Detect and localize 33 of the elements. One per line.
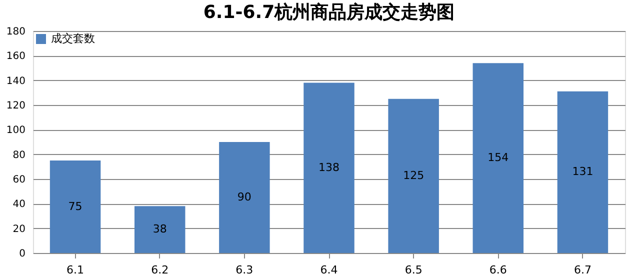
x-tick-label: 6.2 (151, 264, 169, 276)
data-label: 75 (68, 200, 82, 213)
data-label: 131 (572, 165, 594, 178)
chart-title: 6.1-6.7杭州商品房成交走势图 (203, 2, 455, 23)
x-tick-label: 6.7 (574, 264, 592, 276)
y-tick-label: 40 (12, 199, 26, 210)
x-tick-label: 6.6 (489, 264, 507, 276)
bar (50, 160, 101, 253)
y-tick-label: 80 (12, 150, 26, 161)
bar (304, 82, 354, 253)
data-label: 125 (403, 168, 424, 182)
y-tick-label: 100 (6, 125, 26, 136)
y-tick-label: 20 (12, 224, 26, 235)
x-tick-label: 6.5 (404, 264, 422, 276)
legend-label: 成交套数 (51, 32, 95, 45)
y-tick-label: 120 (6, 100, 26, 112)
data-label: 90 (237, 190, 252, 204)
y-tick-label: 140 (6, 76, 26, 87)
bar (557, 91, 608, 253)
y-tick-label: 180 (6, 26, 26, 38)
bar (472, 63, 524, 253)
y-tick-label: 0 (19, 248, 26, 260)
data-label: 138 (318, 160, 340, 174)
x-tick-label: 6.3 (236, 264, 254, 276)
bar (219, 142, 270, 253)
bar (134, 206, 186, 253)
x-tick-label: 6.4 (320, 264, 338, 276)
data-label: 38 (152, 222, 167, 236)
y-tick-label: 160 (6, 51, 26, 62)
bar (388, 98, 439, 253)
data-label: 154 (488, 151, 509, 164)
x-tick-label: 6.1 (66, 264, 84, 276)
y-tick-label: 60 (12, 174, 26, 186)
